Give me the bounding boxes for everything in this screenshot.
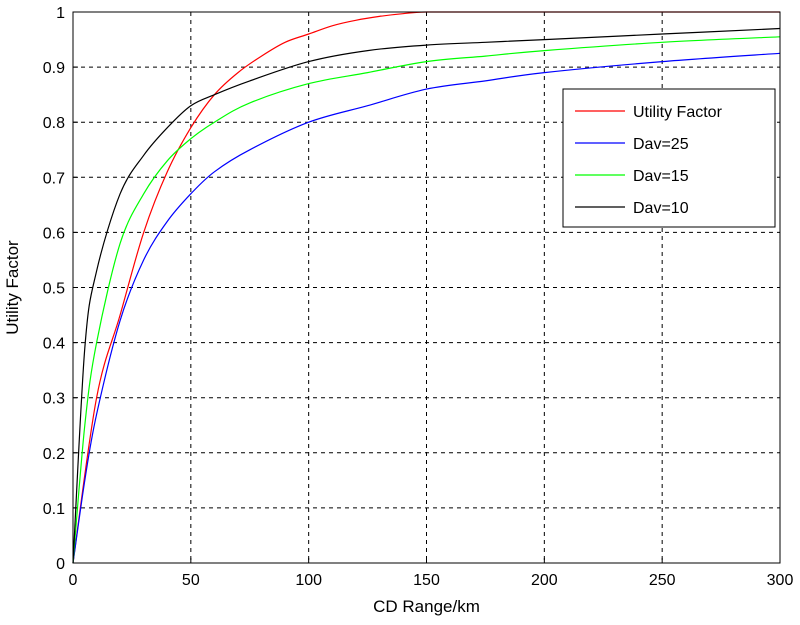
y-tick-label: 1 [56,5,65,22]
y-tick-label: 0.1 [43,501,65,518]
x-tick-label: 250 [649,572,676,589]
x-tick-label: 50 [182,572,200,589]
y-tick-label: 0.3 [43,391,65,408]
y-axis-label: Utility Factor [3,240,22,335]
series-line-dav-25 [72,52,781,564]
x-tick-label: 150 [413,572,440,589]
y-tick-labels: 0 0.1 0.2 0.3 0.4 0.5 0.6 0.7 0.8 0.9 1 [43,5,65,573]
y-tick-label: 0.8 [43,115,65,132]
y-tick-label: 0.7 [43,170,65,187]
legend-label-dav-15: Dav=15 [633,168,689,185]
series-line-dav-10 [72,27,781,564]
x-tick-label: 200 [531,572,558,589]
y-tick-label: 0 [56,556,65,573]
x-tick-labels: 0 50 100 150 200 250 300 [69,572,794,589]
y-tick-label: 0.2 [43,446,65,463]
plot-frame [72,11,781,564]
x-tick-label: 100 [295,572,322,589]
x-axis-label: CD Range/km [373,597,480,616]
grid-lines [72,11,781,564]
y-tick-label: 0.5 [43,281,65,298]
legend-label-dav-10: Dav=10 [633,200,689,217]
x-tick-label: 300 [767,572,794,589]
legend-label-utility-factor: Utility Factor [633,104,723,121]
y-tick-label: 0.6 [43,225,65,242]
legend: Utility Factor Dav=25 Dav=15 Dav=10 [562,88,776,228]
series-line-dav-15 [72,36,781,564]
x-tick-label: 0 [69,572,78,589]
legend-box [562,88,776,228]
y-tick-label: 0.4 [43,336,65,353]
y-tick-label: 0.9 [43,60,65,77]
legend-label-dav-25: Dav=25 [633,136,689,153]
